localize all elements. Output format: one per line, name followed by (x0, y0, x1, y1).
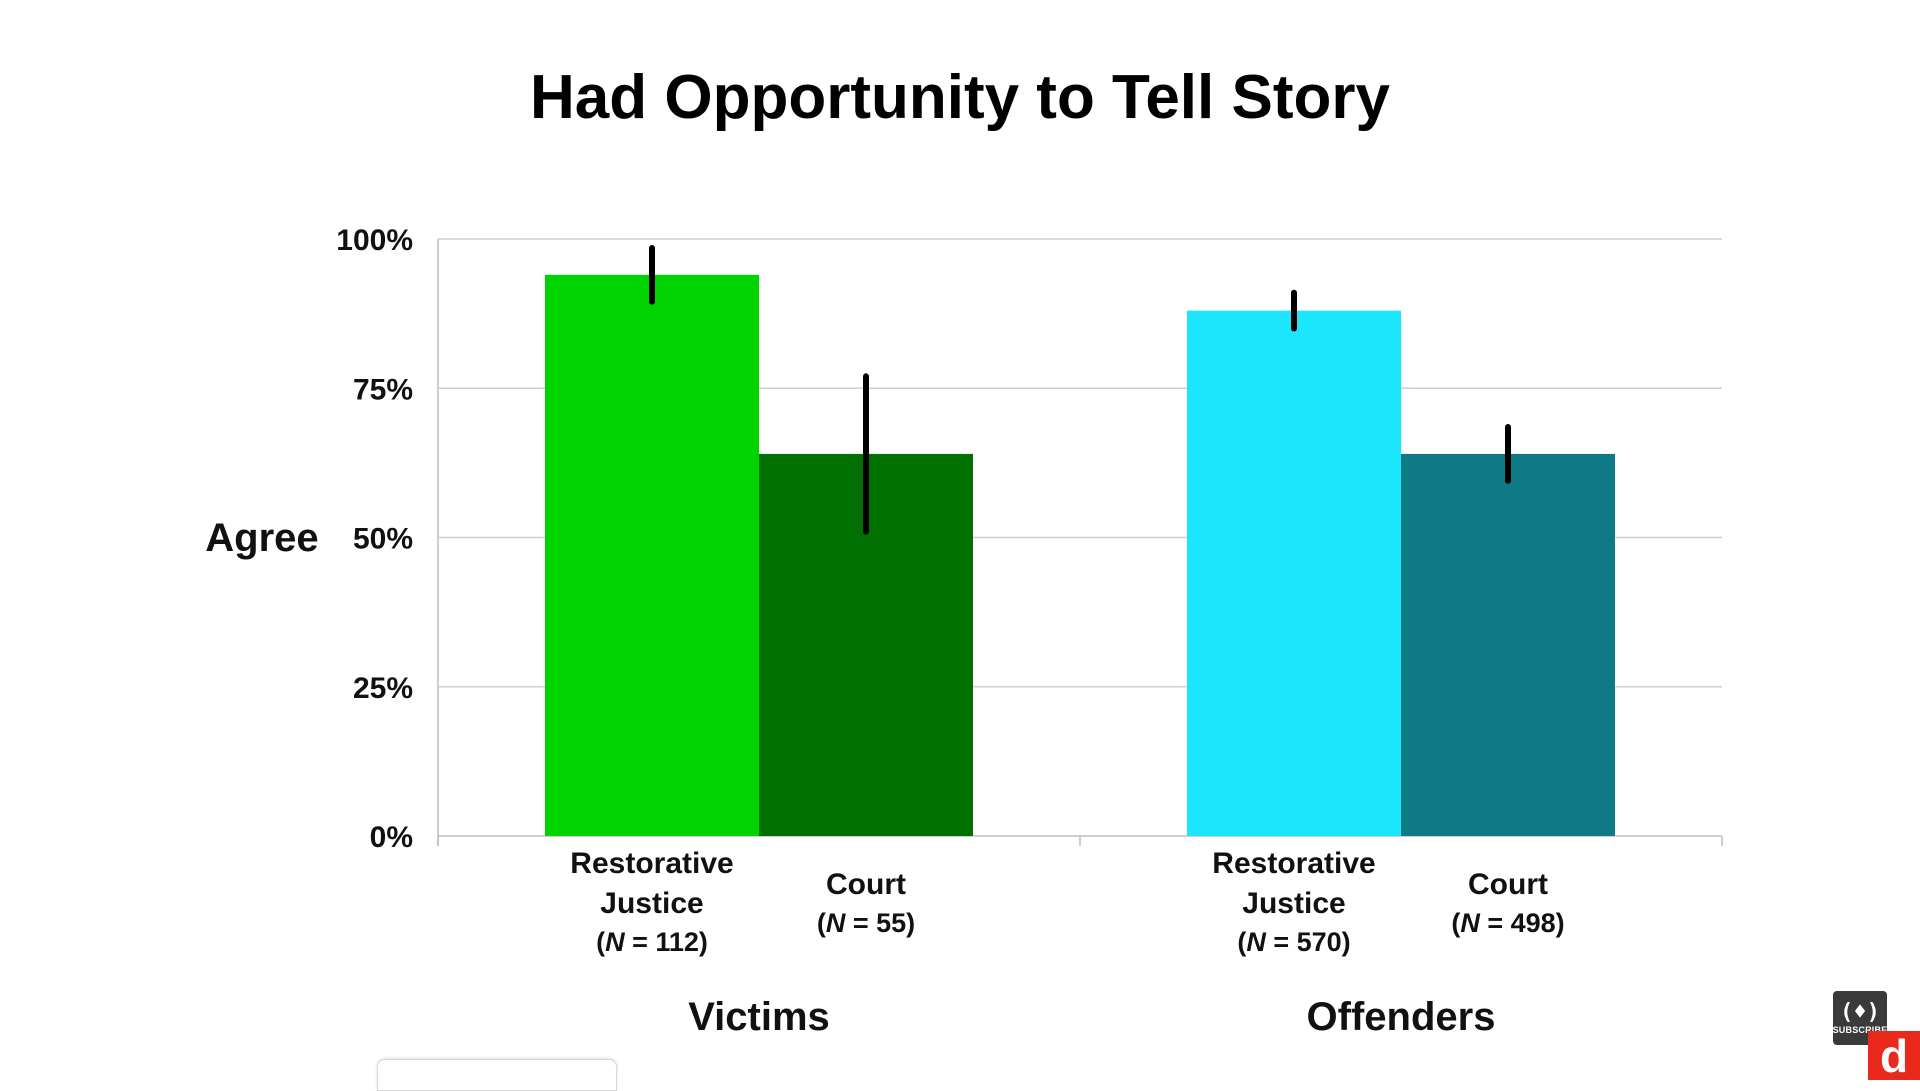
category-label: Restorative (1212, 847, 1375, 880)
sample-size-label: (N = 498) (1451, 908, 1564, 938)
y-tick-label: 25% (353, 672, 413, 705)
subscribe-label: SUBSCRIBE (1832, 1025, 1888, 1035)
y-tick-label: 75% (353, 373, 413, 406)
group-label: Victims (688, 995, 830, 1039)
channel-logo[interactable]: d (1868, 1031, 1920, 1080)
chart-title: Had Opportunity to Tell Story (530, 63, 1390, 132)
flame-icon: (♦) (1840, 1000, 1880, 1025)
sample-size-label: (N = 570) (1237, 927, 1350, 957)
sample-size-label: (N = 112) (596, 927, 708, 957)
category-label: Restorative (570, 847, 733, 880)
y-tick-label: 50% (353, 523, 413, 556)
y-tick-label: 100% (336, 224, 413, 257)
popup-tab[interactable] (377, 1059, 617, 1091)
group-label: Offenders (1307, 995, 1496, 1039)
category-label: Court (1468, 868, 1548, 901)
category-label: Justice (600, 887, 703, 920)
category-label: Court (826, 868, 906, 901)
bar (545, 274, 759, 836)
y-tick-label: 0% (370, 821, 413, 854)
category-label: Justice (1242, 887, 1345, 920)
bar (1187, 310, 1401, 836)
y-axis-label: Agree (205, 516, 318, 560)
bar (1401, 453, 1615, 836)
sample-size-label: (N = 55) (817, 908, 915, 938)
